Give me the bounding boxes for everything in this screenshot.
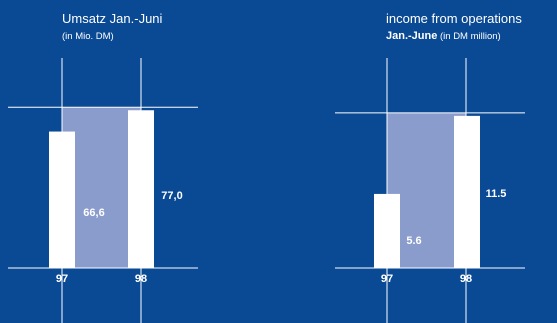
chart-subtitle: (in Mio. DM) [62,31,114,42]
x-tick-97: 97 [381,273,393,285]
chart-subtitle-period: Jan.-June [386,30,437,42]
value-label-98: 11.5 [486,188,507,200]
bar-97 [374,193,400,268]
x-tick-98: 98 [135,273,147,285]
value-label-97: 5.6 [406,235,421,247]
chart-title: Umsatz Jan.-Juni [62,11,163,26]
growth-band [387,112,466,268]
chart-title: income from operations [386,11,522,26]
growth-band [62,107,141,269]
chart-subtitle-unit: (in DM million) [440,31,501,42]
bar-98 [128,110,154,269]
x-tick-97: 97 [56,273,68,285]
chart-subtitle: Jan.-June (in DM million) [386,30,501,42]
x-tick-98: 98 [460,273,472,285]
chart-umsatz: Umsatz Jan.-Juni (in Mio. DM) 66,6 77,0 … [8,11,198,323]
bar-98 [454,115,480,268]
value-label-97: 66,6 [83,207,104,219]
value-label-98: 77,0 [161,190,182,202]
chart-income: income from operations Jan.-June (in DM … [335,11,525,323]
bar-97 [49,131,75,268]
